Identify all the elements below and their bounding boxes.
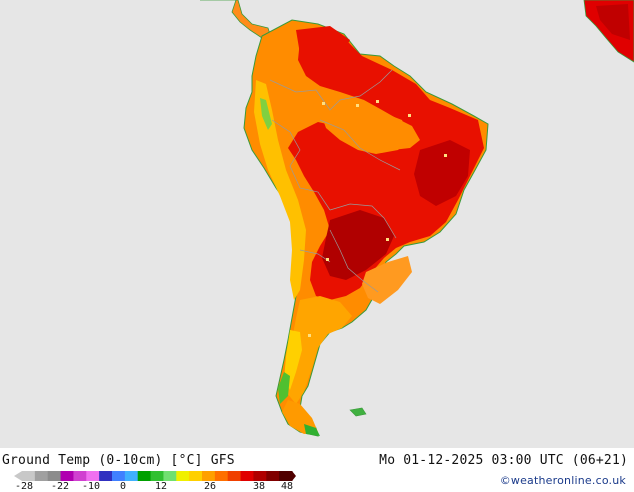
scale-color-segment	[227, 471, 242, 481]
scale-color-segment	[124, 471, 139, 481]
scale-color-segment	[112, 471, 126, 481]
island-dot	[444, 154, 447, 157]
scale-color-segment	[22, 471, 36, 481]
scale-color-segment	[73, 471, 87, 481]
island-dot	[322, 102, 325, 105]
scale-arrow-left	[14, 471, 22, 481]
island-dot	[408, 114, 411, 117]
scale-arrow-right	[292, 471, 296, 481]
scale-color-segment	[279, 471, 293, 481]
island-dot	[308, 334, 311, 337]
brazil-hot-core	[414, 140, 470, 206]
map-footer: Ground Temp (0-10cm) [°C] GFS Mo 01-12-2…	[0, 448, 634, 492]
color-scale-bar	[14, 471, 296, 481]
tierra-del-fuego-zone	[282, 400, 318, 434]
scale-color-segment	[137, 471, 152, 481]
scale-color-segment	[176, 471, 190, 481]
scale-tick-label: -10	[81, 481, 101, 492]
scale-tick-label: 38	[252, 481, 266, 492]
country-borders	[269, 69, 401, 293]
map-title: Ground Temp (0-10cm) [°C] GFS	[2, 453, 235, 468]
north-coast-hot-zone	[296, 26, 350, 64]
scale-color-segment	[253, 471, 267, 481]
interior-orange-zone	[316, 96, 410, 154]
island-dot	[356, 104, 359, 107]
scale-tick-label: 48	[280, 481, 294, 492]
chaco-hot-core	[322, 210, 394, 280]
tip-green-patch	[304, 424, 320, 436]
scale-color-segment	[163, 471, 177, 481]
temperature-map	[0, 0, 634, 448]
scale-tick-label: 26	[203, 481, 217, 492]
africa-hot-core	[596, 4, 630, 40]
credit-link[interactable]: ©weatheronline.co.uk	[499, 474, 626, 487]
scale-color-segment	[266, 471, 280, 481]
scale-color-segment	[99, 471, 113, 481]
falkland-islands	[349, 407, 367, 417]
scale-color-segment	[47, 471, 62, 481]
scale-color-segment	[86, 471, 100, 481]
scale-color-segment	[240, 471, 254, 481]
scale-tick-label: -22	[50, 481, 70, 492]
scale-color-segment	[34, 471, 49, 481]
andes-green-patch	[260, 98, 272, 130]
scale-tick-label: 12	[154, 481, 168, 492]
scale-tick-label: 0	[119, 481, 127, 492]
scale-color-segment	[214, 471, 229, 481]
scale-color-segment	[202, 471, 216, 481]
island-dot	[386, 238, 389, 241]
uruguay-orange-zone	[362, 256, 412, 304]
patagonia-orange-zone	[286, 296, 352, 404]
andes-yellow-stripe	[254, 80, 306, 300]
valid-datetime: Mo 01-12-2025 03:00 UTC (06+21)	[379, 453, 628, 468]
scale-tick-label: -28	[14, 481, 34, 492]
southern-tip-green	[278, 372, 290, 404]
island-dot	[376, 100, 379, 103]
island-dot	[326, 258, 329, 261]
scale-color-segment	[189, 471, 203, 481]
scale-color-segment	[150, 471, 164, 481]
scale-color-segment	[60, 471, 74, 481]
